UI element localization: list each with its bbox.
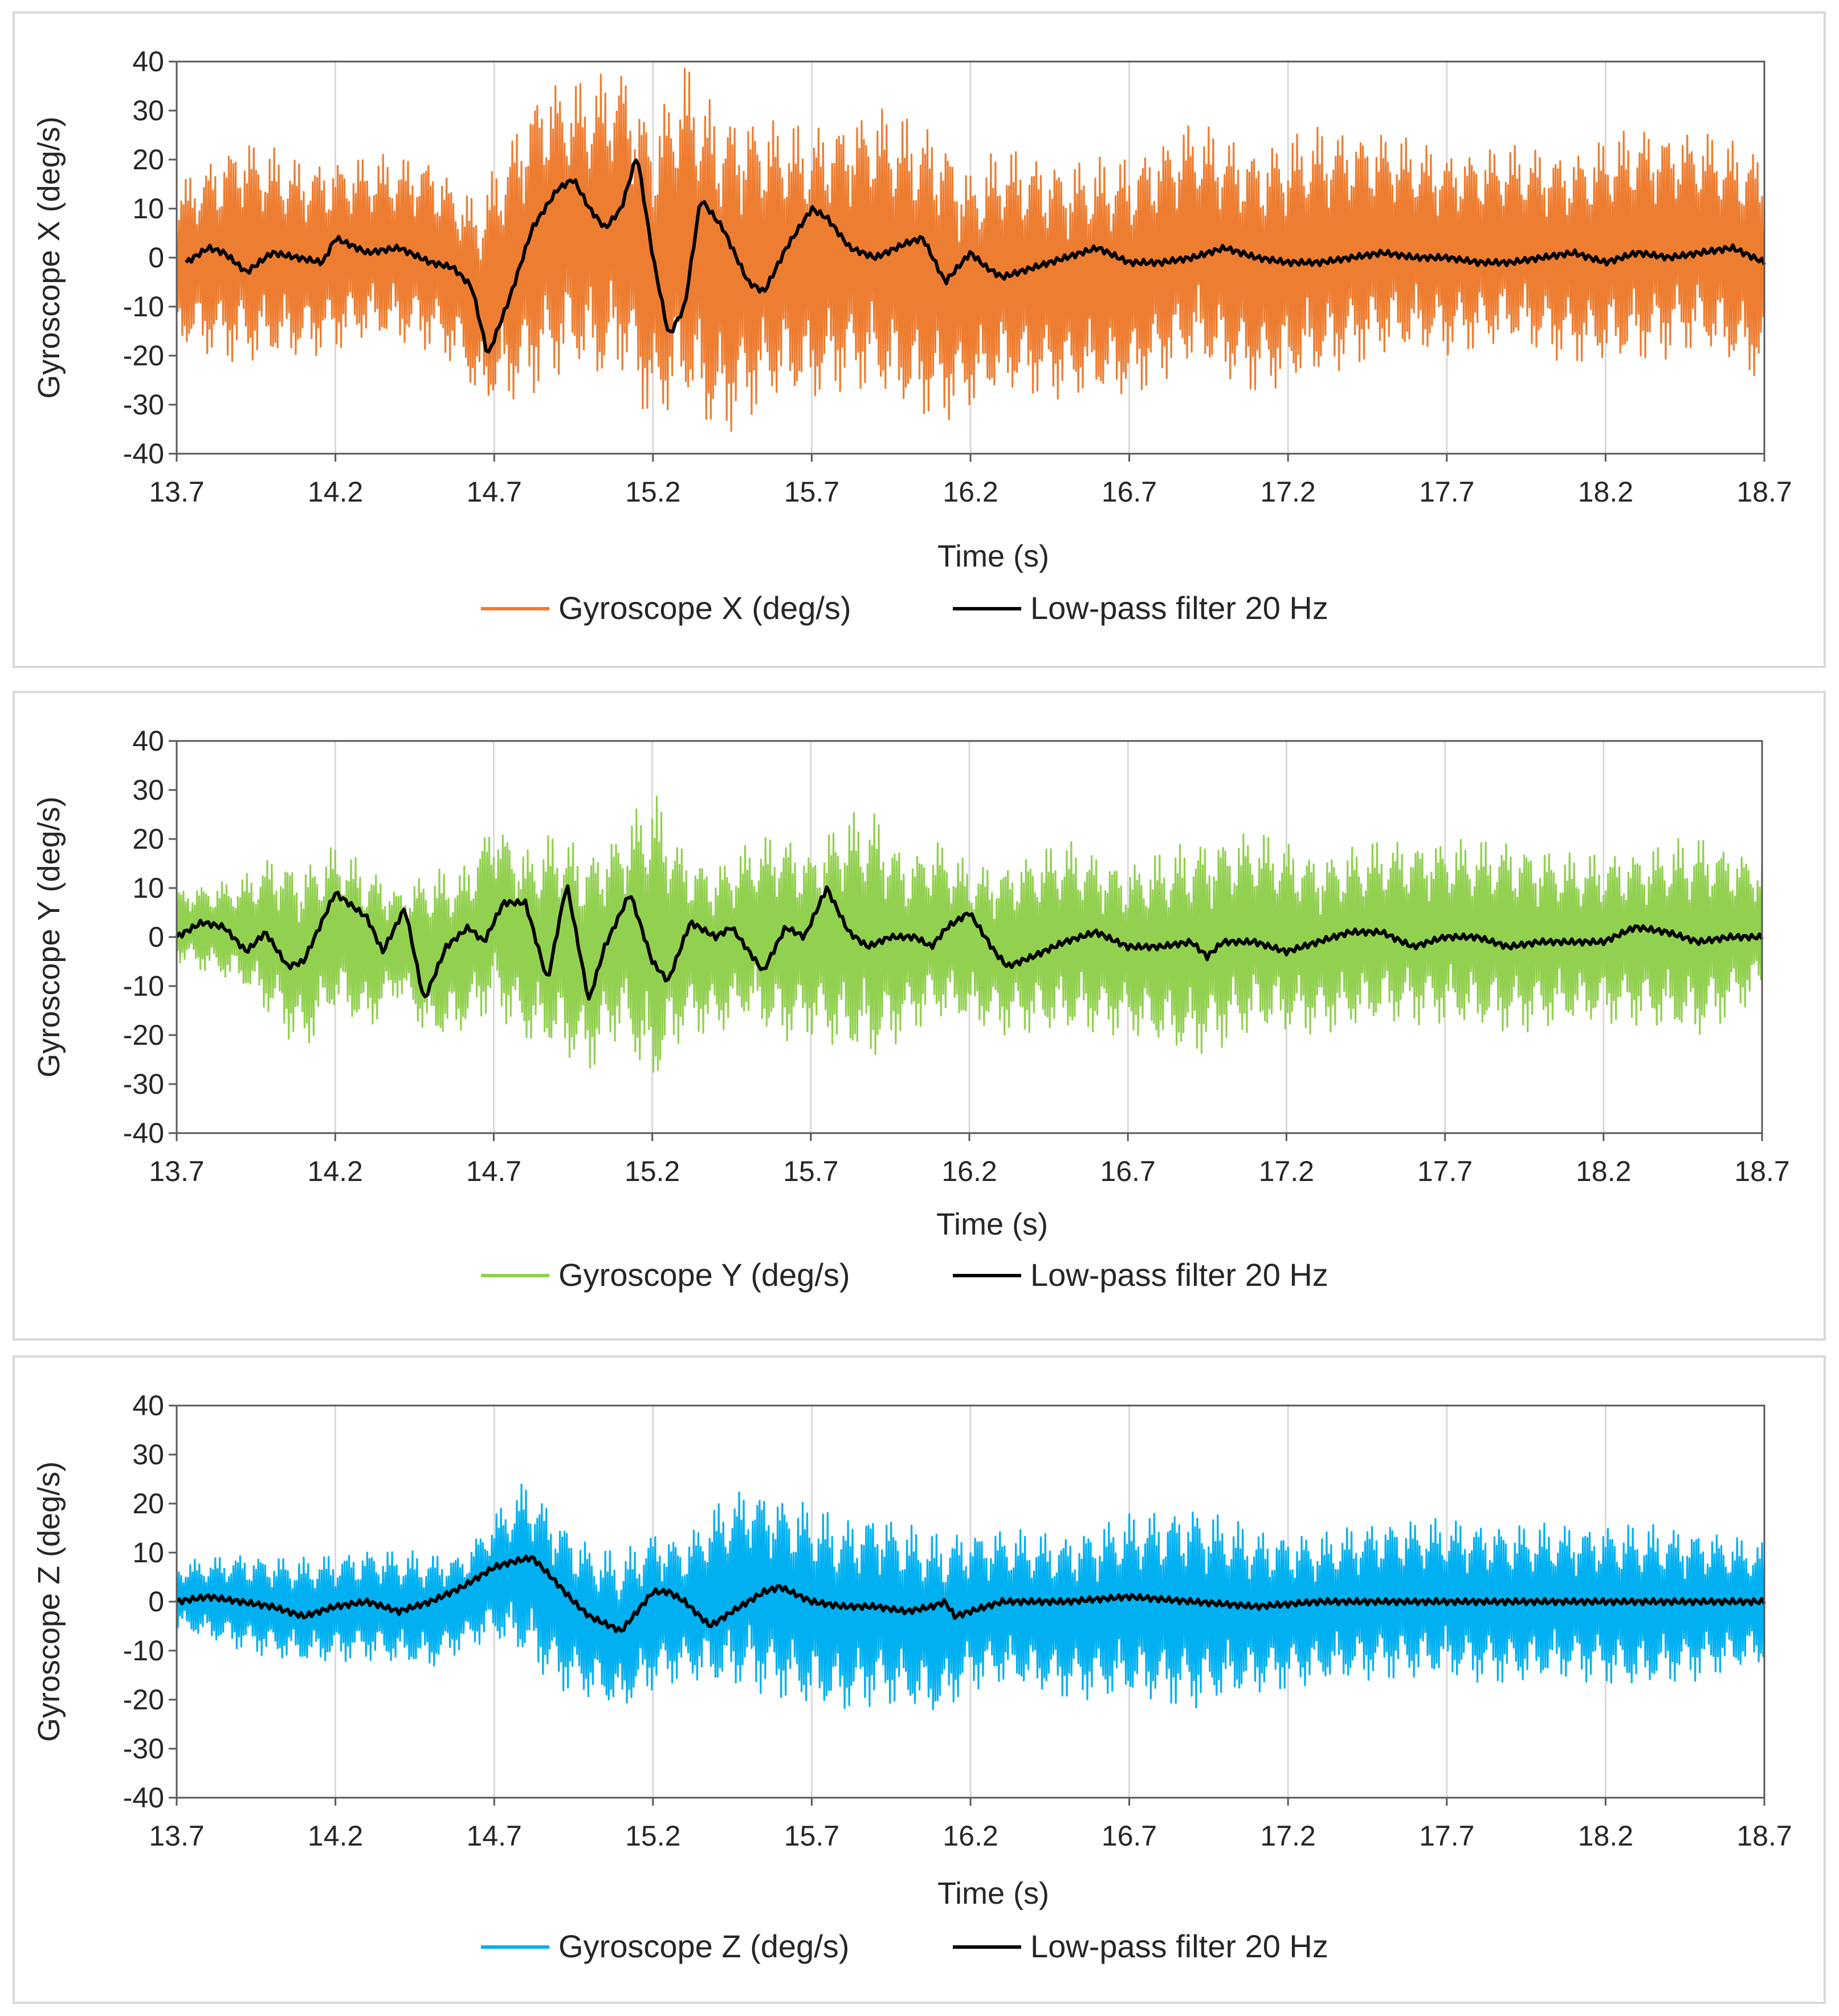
legend-label-low-pass-filter: Low-pass filter 20 Hz	[1030, 1928, 1328, 1964]
y-tick-label: 30	[132, 95, 164, 127]
x-tick-label: 14.7	[466, 1155, 521, 1187]
y-axis-title: Gyroscope X (deg/s)	[32, 116, 66, 398]
series-line-low-pass-filter	[185, 158, 1766, 354]
y-tick-label: 20	[132, 1488, 164, 1520]
y-tick-label: 0	[148, 242, 164, 274]
y-tick-label: 40	[132, 1390, 164, 1422]
x-tick-label: 17.7	[1419, 476, 1474, 508]
x-tick-label: 15.2	[625, 476, 680, 508]
y-tick-label: 40	[132, 725, 164, 757]
x-tick-label: 16.2	[941, 1155, 997, 1187]
legend-label-low-pass-filter: Low-pass filter 20 Hz	[1030, 1257, 1328, 1293]
gyroscope-y-chart: 40 30 20 10 0 -10 -20 -30 -40 13.7 14.2 14.7 15.2 15.…	[32, 725, 1790, 1293]
series-line-low-pass-filter	[175, 1554, 1766, 1634]
x-tick-label: 15.7	[784, 1820, 839, 1852]
y-tick-label: -20	[123, 1019, 164, 1051]
y-tick-label: 20	[132, 144, 164, 176]
x-tick-label: 16.7	[1102, 476, 1157, 508]
y-tick-label: -20	[123, 340, 164, 372]
y-tick-label: 30	[132, 774, 164, 806]
y-tick-label: -30	[123, 1733, 164, 1765]
gyroscope-z-chart-panel: 40 30 20 10 0 -10 -20 -30 -40 13.7 14.2 14.7 15.2 15.…	[13, 1355, 1826, 2004]
y-tick-label: 10	[132, 872, 164, 904]
legend-label-gyroscope-y: Gyroscope Y (deg/s)	[558, 1257, 850, 1293]
y-tick-label: -30	[123, 389, 164, 421]
x-tick-label: 13.7	[149, 1155, 204, 1187]
x-tick-label: 18.7	[1734, 1155, 1789, 1187]
x-tick-label: 15.2	[625, 1155, 680, 1187]
x-tick-label: 13.7	[149, 1820, 204, 1852]
x-tick-label: 17.7	[1417, 1155, 1473, 1187]
y-tick-label: 0	[148, 1586, 164, 1618]
y-tick-label: 10	[132, 193, 164, 225]
x-tick-label: 17.2	[1259, 1155, 1314, 1187]
gyroscope-y-chart-panel: 40 30 20 10 0 -10 -20 -30 -40 13.7 14.2 14.7 15.2 15.…	[13, 691, 1826, 1341]
x-tick-label: 18.7	[1736, 1820, 1792, 1852]
y-tick-label: -10	[123, 1635, 164, 1667]
x-tick-label: 13.7	[149, 476, 204, 508]
x-tick-label: 14.7	[467, 476, 522, 508]
x-tick-label: 16.7	[1102, 1820, 1157, 1852]
series-line-gyroscope-y	[176, 795, 1763, 1073]
y-tick-label: -10	[123, 291, 164, 323]
y-axis-title: Gyroscope Y (deg/s)	[32, 796, 66, 1077]
x-tick-label: 17.7	[1419, 1820, 1474, 1852]
x-tick-label: 14.2	[308, 1155, 363, 1187]
series-line-gyroscope-z	[176, 1483, 1765, 1710]
y-tick-label: -40	[123, 1117, 164, 1149]
x-tick-label: 14.2	[308, 476, 363, 508]
y-tick-label: -10	[123, 970, 164, 1002]
y-axis-title: Gyroscope Z (deg/s)	[32, 1461, 66, 1742]
x-tick-label: 18.2	[1576, 1155, 1631, 1187]
x-tick-label: 15.2	[625, 1820, 680, 1852]
y-tick-label: -30	[123, 1068, 164, 1100]
x-tick-label: 18.7	[1736, 476, 1792, 508]
legend-label-low-pass-filter: Low-pass filter 20 Hz	[1030, 590, 1328, 626]
legend-label-gyroscope-x: Gyroscope X (deg/s)	[558, 590, 851, 626]
x-tick-label: 17.2	[1261, 476, 1316, 508]
x-tick-label: 15.7	[783, 1155, 838, 1187]
gyroscope-z-chart: 40 30 20 10 0 -10 -20 -30 -40 13.7 14.2 14.7 15.2 15.…	[32, 1390, 1792, 1964]
series-line-low-pass-filter	[175, 884, 1764, 1001]
x-tick-label: 18.2	[1578, 476, 1633, 508]
gyroscope-x-chart: 40 30 20 10 0 -10 -20 -30 -40 13.7 14.2 14.7 15.2 15.…	[32, 46, 1792, 626]
y-tick-label: 0	[148, 921, 164, 953]
x-axis-title: Time (s)	[937, 1876, 1049, 1911]
x-tick-label: 17.2	[1261, 1820, 1316, 1852]
x-tick-label: 14.7	[467, 1820, 522, 1852]
x-axis-title: Time (s)	[937, 539, 1049, 573]
y-tick-label: 30	[132, 1439, 164, 1471]
x-tick-label: 14.2	[308, 1820, 363, 1852]
gyroscope-x-chart-panel: 40 30 20 10 0 -10 -20 -30 -40 13.7 14.2 14.7 15.2 15.…	[13, 11, 1826, 668]
y-tick-label: 40	[132, 46, 164, 78]
series-line-gyroscope-x	[176, 68, 1765, 432]
legend-label-gyroscope-z: Gyroscope Z (deg/s)	[558, 1928, 849, 1964]
y-tick-label: 20	[132, 823, 164, 855]
x-tick-label: 16.2	[943, 1820, 998, 1852]
x-tick-label: 15.7	[784, 476, 839, 508]
x-tick-label: 16.2	[943, 476, 998, 508]
y-tick-label: -20	[123, 1684, 164, 1716]
y-tick-label: -40	[123, 1782, 164, 1814]
x-tick-label: 16.7	[1100, 1155, 1156, 1187]
y-tick-label: 10	[132, 1537, 164, 1569]
x-axis-title: Time (s)	[936, 1207, 1048, 1241]
y-tick-label: -40	[123, 438, 164, 470]
x-tick-label: 18.2	[1578, 1820, 1633, 1852]
